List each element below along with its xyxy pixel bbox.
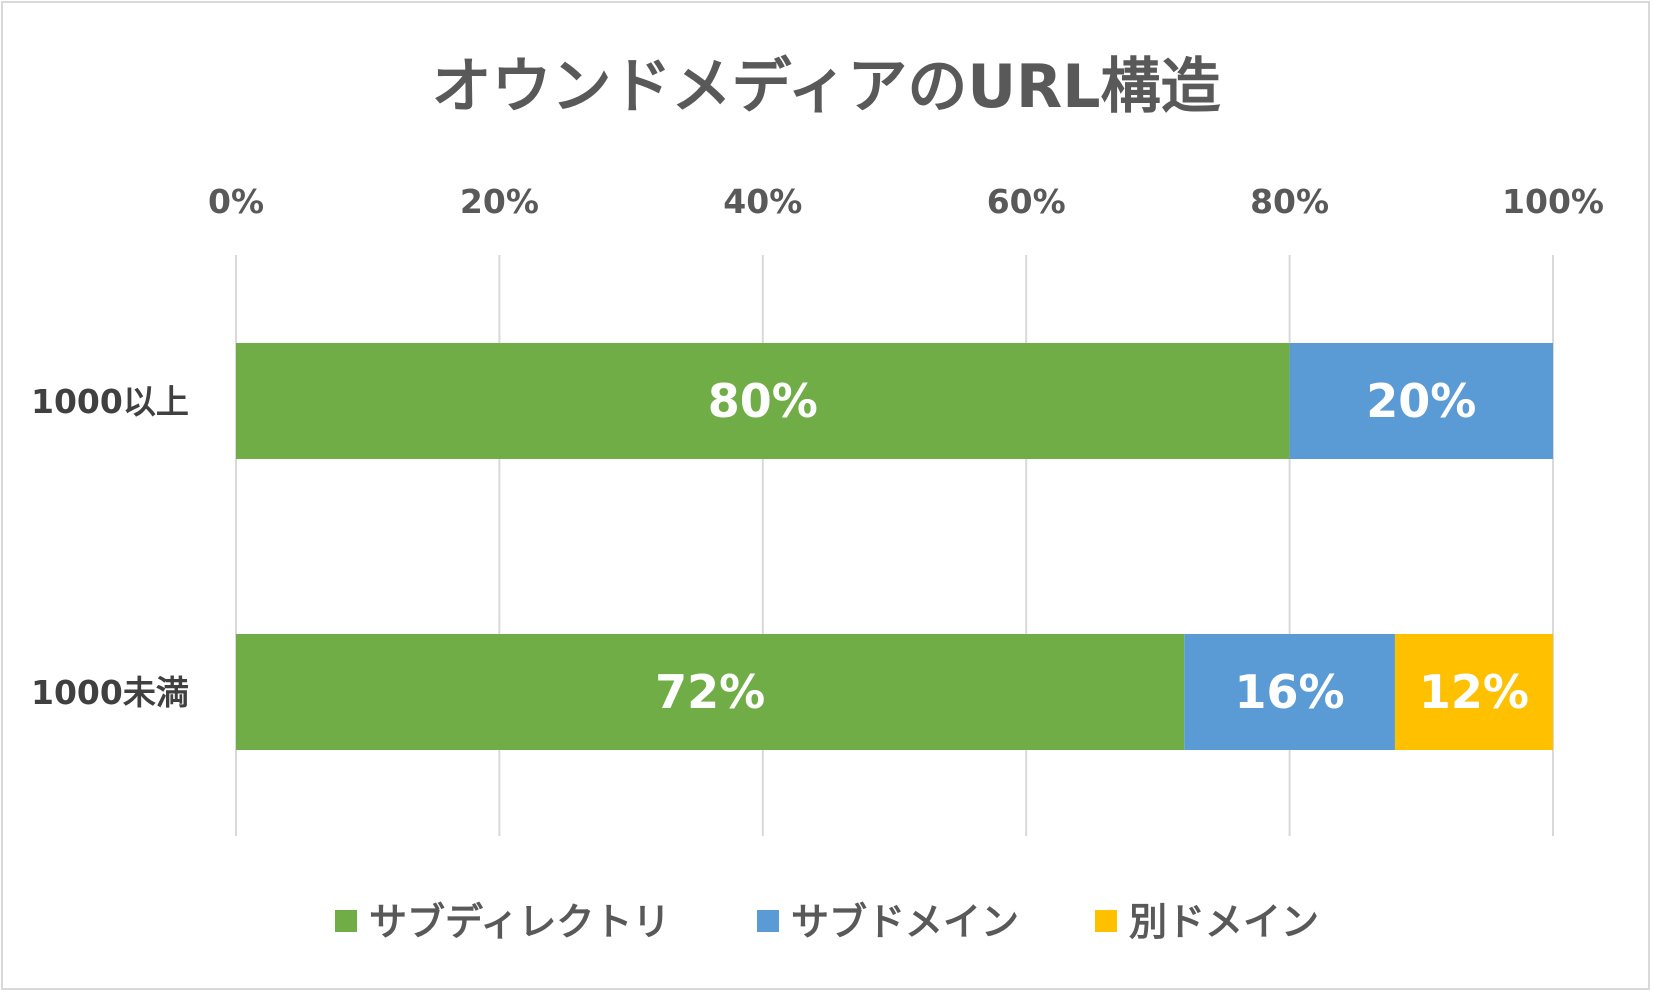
chart-title: オウンドメディアのURL構造	[432, 52, 1221, 122]
data-label: 80%	[708, 374, 818, 428]
data-label: 20%	[1366, 374, 1476, 428]
bars: 80% 20% 72% 16% 12%	[236, 343, 1553, 750]
legend-swatch	[335, 910, 357, 932]
x-axis-ticks: 0% 20% 40% 60% 80% 100%	[208, 182, 1604, 221]
legend-label: サブドメイン	[791, 900, 1019, 944]
data-label: 12%	[1419, 665, 1529, 719]
bar-segment	[1184, 634, 1395, 750]
x-tick-label: 100%	[1502, 182, 1604, 221]
category-label: 1000以上	[31, 382, 189, 421]
x-tick-label: 60%	[987, 182, 1066, 221]
bar-segment	[236, 634, 1185, 750]
legend-label: サブディレクトリ	[369, 900, 670, 944]
x-tick-label: 0%	[208, 182, 264, 221]
bar-segment	[1394, 634, 1553, 750]
bar-segment	[1289, 343, 1553, 459]
legend: サブディレクトリ サブドメイン 別ドメイン	[335, 900, 1319, 944]
data-label: 16%	[1235, 665, 1345, 719]
category-labels: 1000以上 1000未満	[31, 382, 189, 712]
category-label: 1000未満	[31, 673, 189, 712]
legend-swatch	[757, 910, 779, 932]
x-tick-label: 20%	[460, 182, 539, 221]
bar-segment	[236, 343, 1290, 459]
x-tick-label: 80%	[1250, 182, 1329, 221]
x-tick-label: 40%	[723, 182, 802, 221]
legend-label: 別ドメイン	[1129, 900, 1319, 944]
data-label: 72%	[655, 665, 765, 719]
legend-swatch	[1095, 910, 1117, 932]
